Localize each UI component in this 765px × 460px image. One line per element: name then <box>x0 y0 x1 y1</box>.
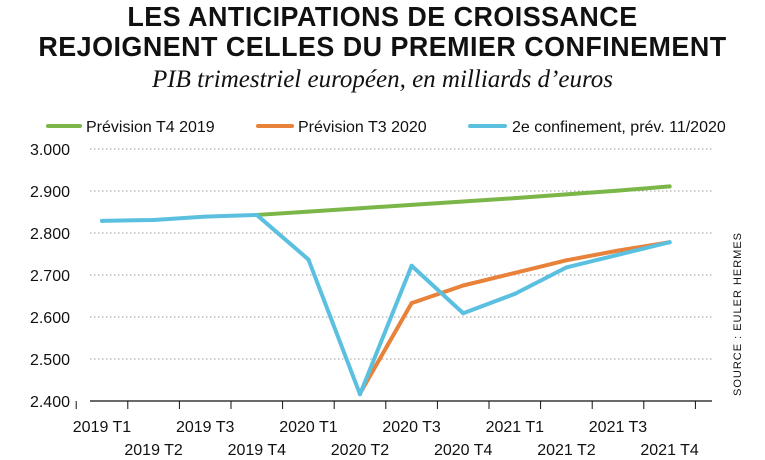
data-point <box>667 240 672 245</box>
data-point <box>461 311 466 316</box>
x-tick-label: 2020 T4 <box>434 442 493 459</box>
x-tick-label: 2021 T3 <box>589 419 648 436</box>
x-tick-label: 2019 T2 <box>124 442 183 459</box>
data-point <box>358 206 362 211</box>
legend-label-3: 2e confinement, prév. 11/2020 <box>512 119 726 136</box>
x-tick-label: 2019 T4 <box>228 442 287 459</box>
data-point <box>512 291 517 296</box>
source-label: SOURCE : EULER HERMES <box>732 232 744 396</box>
data-point <box>564 192 569 197</box>
data-point <box>409 301 414 306</box>
data-point <box>461 283 466 288</box>
x-tick-label: 2021 T2 <box>537 442 596 459</box>
x-tick-label: 2021 T4 <box>640 442 699 459</box>
data-point <box>461 199 466 204</box>
x-tick-label: 2021 T1 <box>486 419 545 436</box>
data-point <box>512 196 517 201</box>
data-point <box>254 212 259 217</box>
x-tick-label: 2019 T3 <box>176 419 235 436</box>
data-point <box>151 217 156 222</box>
data-point <box>667 184 672 189</box>
chart-title-line2: REJOIGNENT CELLES DU PREMIER CONFINEMENT <box>38 31 727 62</box>
chart-title-line1: LES ANTICIPATIONS DE CROISSANCE <box>127 1 638 32</box>
y-tick-label: 3.000 <box>30 142 70 159</box>
legend-label-2: Prévision T3 2020 <box>298 119 427 136</box>
data-point <box>306 257 311 262</box>
legend-label-1: Prévision T4 2019 <box>86 119 215 136</box>
data-point <box>203 214 208 219</box>
data-point <box>616 248 620 253</box>
series-line-2 <box>358 240 672 396</box>
data-point <box>616 188 620 193</box>
data-point <box>616 252 620 257</box>
y-tick-label: 2.900 <box>30 184 70 201</box>
data-point <box>306 209 311 214</box>
data-point <box>409 202 414 207</box>
x-tick-label: 2020 T2 <box>331 442 390 459</box>
data-point <box>564 258 569 263</box>
x-tick-label: 2020 T1 <box>279 419 338 436</box>
y-tick-label: 2.700 <box>30 268 70 285</box>
x-tick-label: 2020 T3 <box>382 419 441 436</box>
data-point <box>100 218 104 223</box>
y-tick-label: 2.400 <box>30 394 70 411</box>
y-tick-label: 2.500 <box>30 352 70 369</box>
series-line-3 <box>100 212 672 397</box>
data-point <box>409 263 414 268</box>
chart-subtitle: PIB trimestriel européen, en milliards d… <box>151 66 614 93</box>
y-tick-label: 2.800 <box>30 226 70 243</box>
data-point <box>564 265 569 270</box>
data-point <box>512 270 517 275</box>
y-tick-label: 2.600 <box>30 310 70 327</box>
data-point <box>358 392 362 397</box>
x-tick-label: 2019 T1 <box>73 419 132 436</box>
